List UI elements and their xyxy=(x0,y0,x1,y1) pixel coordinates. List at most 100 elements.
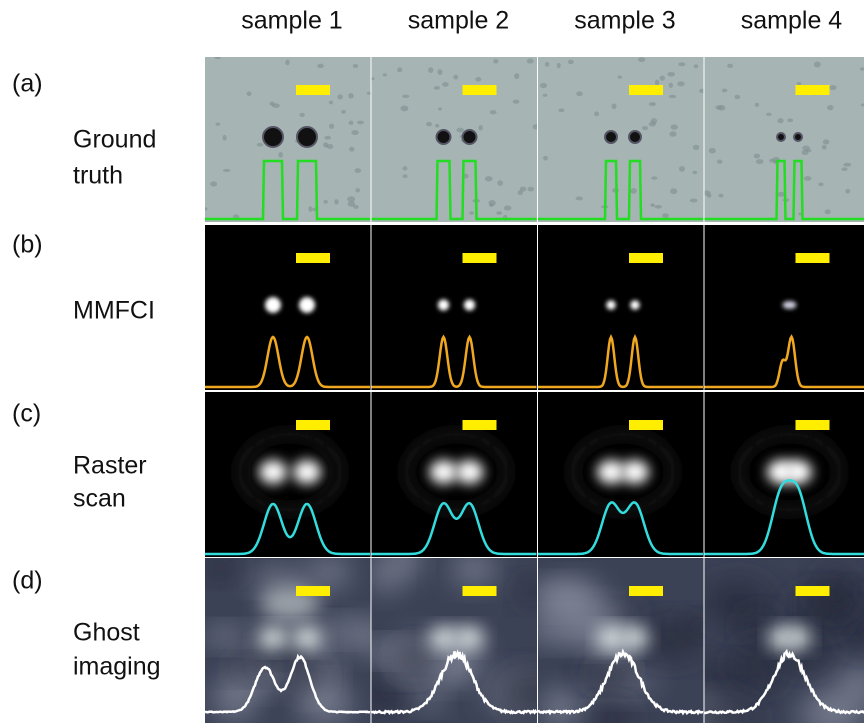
speckle xyxy=(539,582,604,620)
particle xyxy=(651,176,657,179)
particle xyxy=(347,196,355,202)
speckle xyxy=(588,666,638,687)
particle xyxy=(540,83,547,88)
bead xyxy=(794,133,802,141)
particle xyxy=(351,130,358,135)
particle xyxy=(669,131,676,136)
spot xyxy=(430,627,458,649)
particle xyxy=(210,181,217,186)
particle xyxy=(797,82,802,85)
particle xyxy=(485,176,493,181)
particle xyxy=(348,93,353,99)
panel-background xyxy=(205,392,371,557)
particle xyxy=(349,121,354,125)
particle xyxy=(568,60,574,65)
panel xyxy=(372,225,538,390)
particle xyxy=(690,199,698,203)
particle xyxy=(527,59,534,64)
spot xyxy=(621,460,649,484)
bead xyxy=(777,133,785,141)
speckle xyxy=(452,552,496,586)
scale-bar xyxy=(796,586,830,596)
particle xyxy=(825,209,831,214)
panel-background xyxy=(205,225,371,390)
row-label: Ghost xyxy=(73,619,140,647)
spot xyxy=(598,627,624,649)
panel-content xyxy=(525,558,725,723)
particle xyxy=(638,57,645,62)
particle xyxy=(766,113,772,116)
row-tag: (d) xyxy=(12,567,43,595)
particle xyxy=(678,62,685,66)
particle xyxy=(426,122,432,126)
particle xyxy=(818,182,823,186)
column-header: sample 3 xyxy=(574,7,675,35)
figure: sample 1sample 2sample 3sample 4(a)Groun… xyxy=(0,0,864,723)
particle xyxy=(527,187,534,192)
particle xyxy=(456,128,463,133)
scale-bar xyxy=(796,85,830,95)
particle xyxy=(496,211,502,215)
particle xyxy=(651,118,657,124)
bead xyxy=(263,127,283,147)
scale-bar xyxy=(296,420,330,430)
row-label: Ground xyxy=(73,126,156,154)
speckle xyxy=(308,556,350,588)
panel-content xyxy=(705,392,864,557)
particle xyxy=(756,159,763,164)
bead xyxy=(463,130,477,144)
particle xyxy=(670,188,677,194)
particle xyxy=(804,176,812,181)
column-header: sample 4 xyxy=(741,7,843,35)
particle xyxy=(677,81,684,86)
particle xyxy=(576,197,583,201)
particle xyxy=(434,86,440,90)
particle xyxy=(709,148,716,154)
scale-bar xyxy=(296,586,330,596)
scale-bar xyxy=(463,253,497,263)
particle xyxy=(397,67,402,72)
panel-background xyxy=(372,57,538,222)
spot xyxy=(258,627,288,649)
panel-content xyxy=(538,57,706,222)
panel-background xyxy=(538,225,704,390)
particle xyxy=(660,76,665,81)
particle xyxy=(214,55,220,59)
scale-bar xyxy=(463,85,497,95)
particle xyxy=(787,118,793,122)
particle xyxy=(827,105,833,110)
panel xyxy=(194,556,388,723)
particle xyxy=(341,110,346,114)
particle xyxy=(223,135,227,141)
particle xyxy=(329,124,334,129)
particle xyxy=(479,125,483,130)
particle xyxy=(317,64,324,68)
particle xyxy=(703,190,711,195)
spot xyxy=(630,300,640,310)
speckle xyxy=(321,619,359,641)
panel xyxy=(703,57,864,222)
spot xyxy=(622,627,648,649)
particle xyxy=(769,159,773,163)
particle xyxy=(402,95,409,98)
particle xyxy=(630,188,637,194)
particle xyxy=(383,73,387,76)
particle xyxy=(334,199,338,204)
particle xyxy=(679,166,685,172)
scale-bar xyxy=(296,253,330,263)
particle xyxy=(327,144,334,149)
scale-bar xyxy=(629,420,663,430)
particle xyxy=(841,167,847,171)
panel xyxy=(205,392,371,557)
spot xyxy=(597,460,625,484)
particle xyxy=(357,121,364,125)
particle xyxy=(324,136,331,140)
particle xyxy=(428,67,433,73)
particle xyxy=(355,188,359,193)
panel xyxy=(538,225,704,390)
panel-content xyxy=(538,392,704,557)
particle xyxy=(497,180,503,186)
panel-background xyxy=(538,57,704,222)
panel-content xyxy=(345,539,565,723)
particle xyxy=(727,64,733,68)
